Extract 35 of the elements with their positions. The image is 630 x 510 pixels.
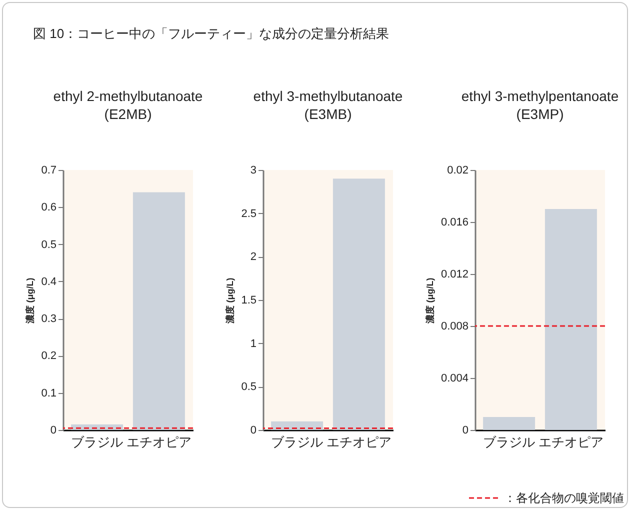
chart-title: ethyl 2-methylbutanoate (E2MB) (53, 88, 203, 122)
y-tick-label: 0.02 (447, 164, 468, 176)
chart-title: ethyl 3-methylpentanoate (E3MP) (461, 88, 619, 122)
x-tick-label: エチオピア (538, 434, 604, 450)
y-tick-label: 0.5 (41, 238, 56, 251)
x-tick-label: ブラジル (483, 434, 536, 450)
y-tick-label: 2.5 (241, 208, 256, 220)
y-axis-title: 濃度 (μg/L) (225, 278, 236, 324)
y-tick-label: 0.4 (41, 276, 56, 288)
y-tick-label: 0 (50, 424, 56, 436)
y-tick-label: 0.012 (440, 268, 468, 280)
chart-title: ethyl 3-methylbutanoate (E3MB) (253, 88, 403, 122)
y-axis-title: 濃度 (μg/L) (25, 278, 36, 324)
caption: 図 10：コーヒー中の「フルーティー」な成分の定量分析結果 (33, 25, 390, 43)
y-tick-label: 0 (462, 424, 468, 436)
y-tick-label: 0.6 (41, 202, 56, 214)
x-tick-label: ブラジル (71, 434, 124, 450)
y-tick-label: 1.5 (241, 294, 256, 306)
x-tick-label: エチオピア (126, 434, 192, 450)
y-tick-label: 1 (250, 338, 256, 350)
y-axis-title: 濃度 (μg/L) (424, 278, 435, 324)
x-tick-label: ブラジル (271, 434, 324, 450)
y-tick-label: 0 (250, 424, 256, 436)
y-tick-label: 0.016 (440, 216, 468, 228)
y-tick-label: 0.5 (241, 381, 256, 394)
y-tick-label: 0.2 (41, 350, 56, 362)
y-tick-label: 0.004 (440, 372, 468, 384)
y-tick-label: 3 (250, 164, 256, 176)
y-tick-label: 0.008 (440, 320, 468, 332)
y-tick-label: 0.1 (41, 387, 56, 400)
y-tick-label: 2 (250, 251, 256, 264)
y-tick-label: 0.7 (41, 164, 56, 176)
y-tick-label: 0.3 (41, 313, 56, 326)
x-tick-label: エチオピア (326, 434, 392, 450)
legend-label: ：各化合物の嗅覚閾値 (504, 491, 624, 505)
